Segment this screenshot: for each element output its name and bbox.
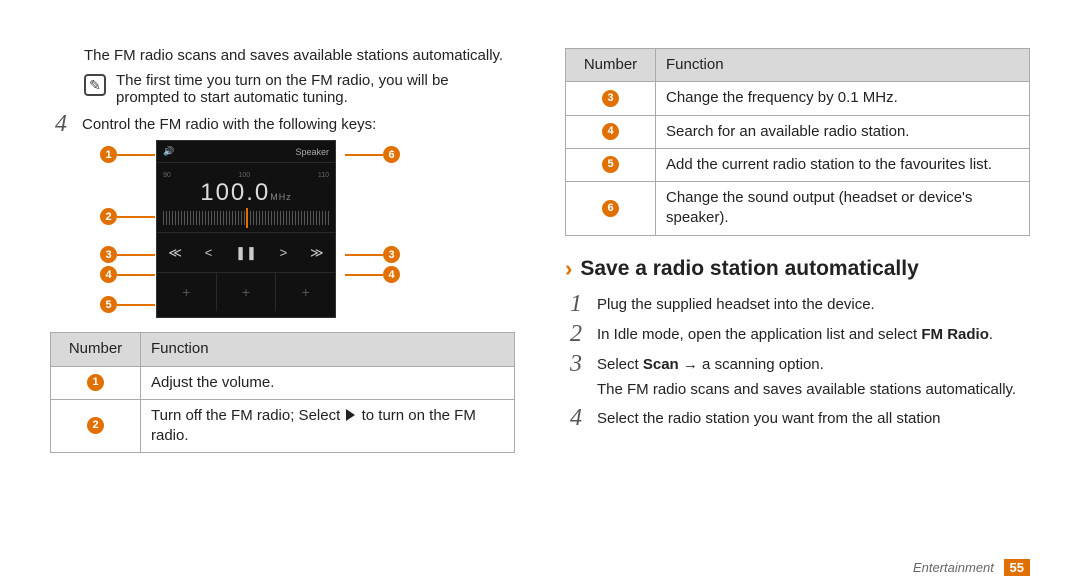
left-column: The FM radio scans and saves available s… [50,40,515,461]
page-footer: Entertainment 55 [913,559,1030,576]
note: ✎ The first time you turn on the FM radi… [84,72,515,106]
frequency-unit: MHz [270,192,292,202]
func-6: Change the sound output (headset or devi… [656,182,1030,236]
radio-callout-figure: 🔊 Speaker 90 100 110 100.0MHz [100,142,515,322]
step-3: 3 Select Scan → a scanning option. The F… [565,352,1030,400]
func-3: Change the frequency by 0.1 MHz. [656,82,1030,115]
col-function: Function [141,333,515,366]
step-1: 1 Plug the supplied headset into the dev… [565,292,1030,316]
col-number: Number [51,333,141,366]
right-column: Number Function 3 Change the frequency b… [565,40,1030,461]
callout-1: 1 [100,146,155,163]
step-text: Control the FM radio with the following … [82,112,515,135]
preset-row: +++ [157,273,335,311]
footer-page: 55 [1004,559,1030,576]
badge-2: 2 [87,417,104,434]
col-function: Function [656,49,1030,82]
func-4: Search for an available radio station. [656,115,1030,148]
badge-4: 4 [602,123,619,140]
intro-para: The FM radio scans and saves available s… [84,46,515,66]
radio-controls: ≪ < ❚❚ > ≫ [157,233,335,273]
step-number: 4 [50,112,72,136]
note-text: The first time you turn on the FM radio,… [116,72,515,106]
function-table-left: Number Function 1 Adjust the volume. 2 T… [50,332,515,453]
note-icon: ✎ [84,74,106,96]
play-icon [346,409,355,421]
callout-3-right: 3 [345,246,400,263]
badge-1: 1 [87,374,104,391]
badge-5: 5 [602,156,619,173]
func-1: Adjust the volume. [141,366,515,399]
section-heading: › Save a radio station automatically [565,256,1030,282]
callout-6: 6 [345,146,400,163]
seek-next-icon: ≫ [310,245,324,261]
col-number: Number [566,49,656,82]
next-icon: > [280,245,288,260]
section-title: Save a radio station automatically [580,257,918,281]
pause-icon: ❚❚ [235,245,257,261]
badge-6: 6 [602,200,619,217]
volume-icon: 🔊 [163,146,174,157]
callout-4-left: 4 [100,266,155,283]
func-2: Turn off the FM radio; Select to turn on… [141,399,515,453]
callout-4-right: 4 [345,266,400,283]
chevron-icon: › [565,256,572,282]
speaker-label: Speaker [295,147,329,157]
callout-3-left: 3 [100,246,155,263]
fm-radio-ui: 🔊 Speaker 90 100 110 100.0MHz [156,140,336,318]
tuning-dial [163,211,329,225]
step-4: 4 Control the FM radio with the followin… [50,112,515,136]
step-4b: 4 Select the radio station you want from… [565,406,1030,430]
frequency-value: 100.0 [200,179,270,206]
footer-section: Entertainment [913,560,994,575]
function-table-right: Number Function 3 Change the frequency b… [565,48,1030,236]
seek-prev-icon: ≪ [168,245,182,261]
func-5: Add the current radio station to the fav… [656,148,1030,181]
step-2: 2 In Idle mode, open the application lis… [565,322,1030,346]
callout-2: 2 [100,208,155,225]
prev-icon: < [205,245,213,260]
callout-5: 5 [100,296,155,313]
badge-3: 3 [602,90,619,107]
